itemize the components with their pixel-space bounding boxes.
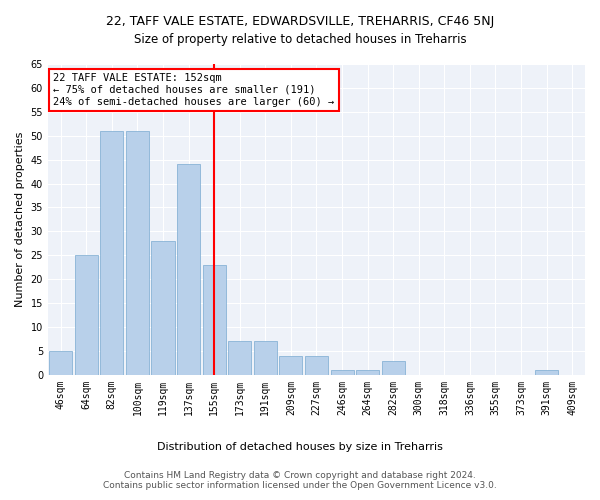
Bar (228, 342, 251, 375)
Bar (126, 131, 149, 375)
Bar (100, 131, 124, 375)
Bar (49, 351, 72, 375)
Bar (305, 356, 328, 375)
Bar (382, 360, 404, 375)
Text: Contains HM Land Registry data © Crown copyright and database right 2024.: Contains HM Land Registry data © Crown c… (124, 471, 476, 480)
Text: 22, TAFF VALE ESTATE, EDWARDSVILLE, TREHARRIS, CF46 5NJ: 22, TAFF VALE ESTATE, EDWARDSVILLE, TREH… (106, 15, 494, 28)
Bar (254, 342, 277, 375)
Text: Contains public sector information licensed under the Open Government Licence v3: Contains public sector information licen… (103, 481, 497, 490)
Bar (203, 265, 226, 375)
Bar (331, 370, 353, 375)
Y-axis label: Number of detached properties: Number of detached properties (15, 132, 25, 307)
Bar (177, 164, 200, 375)
Bar (75, 256, 98, 375)
Bar (280, 356, 302, 375)
Bar (356, 370, 379, 375)
Text: Size of property relative to detached houses in Treharris: Size of property relative to detached ho… (134, 32, 466, 46)
Bar (151, 241, 175, 375)
Text: Distribution of detached houses by size in Treharris: Distribution of detached houses by size … (157, 442, 443, 452)
Bar (535, 370, 558, 375)
Text: 22 TAFF VALE ESTATE: 152sqm
← 75% of detached houses are smaller (191)
24% of se: 22 TAFF VALE ESTATE: 152sqm ← 75% of det… (53, 74, 335, 106)
